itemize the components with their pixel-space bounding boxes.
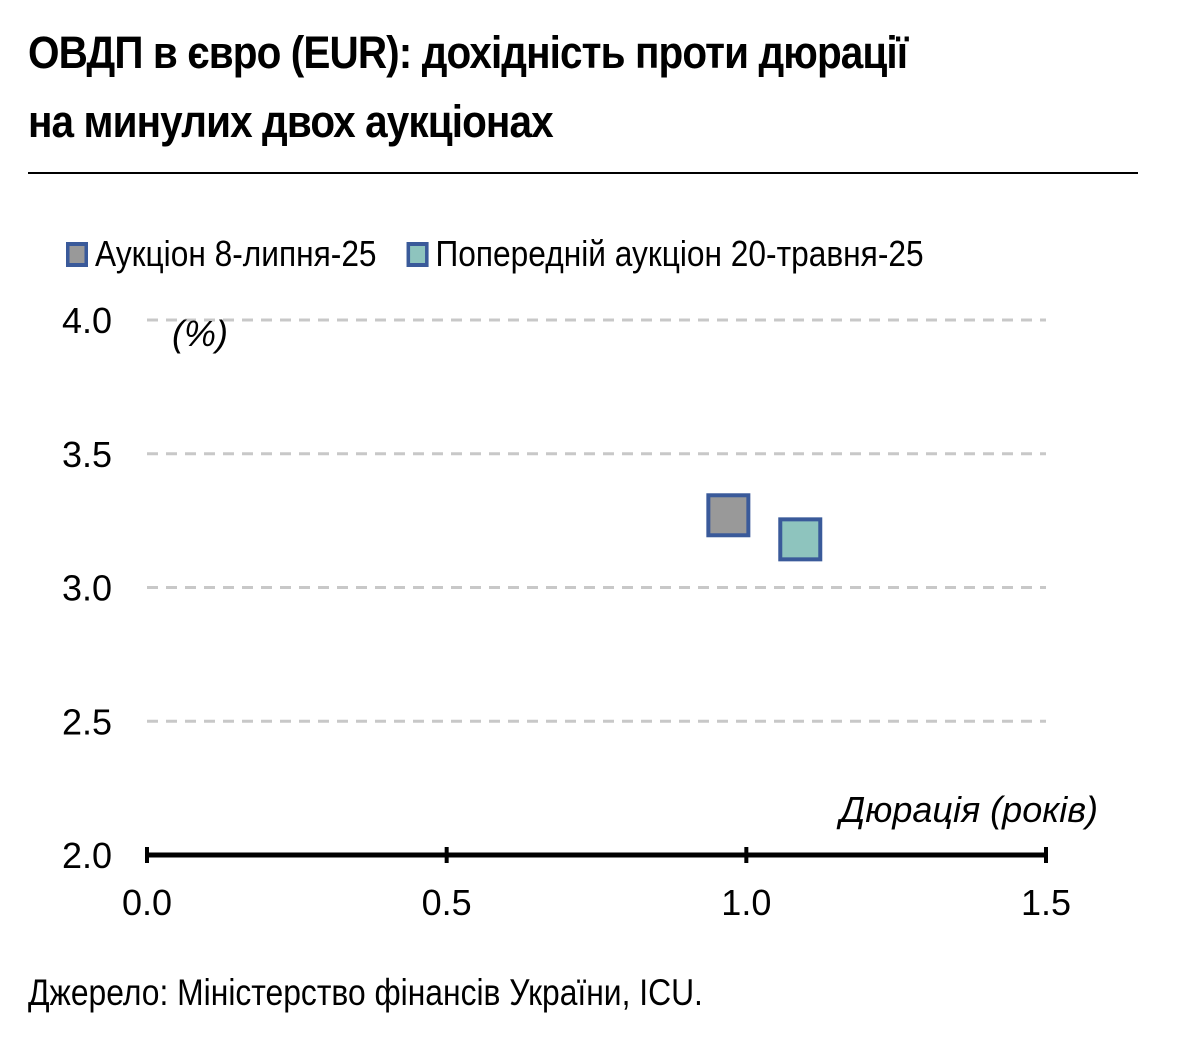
y-tick-label-4: 4.0 bbox=[62, 300, 112, 341]
source-note: Джерело: Міністерство фінансів України, … bbox=[28, 972, 703, 1013]
x-axis bbox=[145, 847, 1048, 863]
x-axis-tick-labels: 0.0 0.5 1.0 1.5 bbox=[122, 882, 1071, 923]
y-tick-label-0: 2.0 bbox=[62, 835, 112, 876]
data-point-series-1-0 bbox=[706, 493, 751, 538]
legend-item-series-2: Попередній аукціон 20-травня-25 bbox=[406, 233, 924, 275]
x-tick-label-1: 0.5 bbox=[422, 882, 472, 923]
grid-lines bbox=[147, 318, 1046, 723]
title-divider bbox=[28, 172, 1138, 174]
y-tick-label-2: 3.0 bbox=[62, 568, 112, 609]
y-tick-label-3: 3.5 bbox=[62, 434, 112, 475]
data-point-series-2-0 bbox=[778, 517, 823, 562]
chart-title-line-2: на минулих двох аукціонах bbox=[28, 96, 554, 147]
legend-swatch-series-1 bbox=[66, 241, 88, 267]
chart-title: ОВДП в євро (EUR): дохідність проти дюра… bbox=[28, 18, 1036, 156]
x-tick-label-2: 1.0 bbox=[721, 882, 771, 923]
legend-item-series-1: Аукціон 8-липня-25 bbox=[66, 233, 377, 275]
x-tick-label-3: 1.5 bbox=[1021, 882, 1071, 923]
chart-title-line-1: ОВДП в євро (EUR): дохідність проти дюра… bbox=[28, 27, 908, 78]
y-axis-tick-labels: 2.0 2.5 3.0 3.5 4.0 bbox=[62, 300, 112, 876]
data-points bbox=[706, 493, 823, 562]
y-tick-label-1: 2.5 bbox=[62, 701, 112, 742]
chart-legend: Аукціон 8-липня-25 Попередній аукціон 20… bbox=[66, 232, 954, 276]
x-tick-label-0: 0.0 bbox=[122, 882, 172, 923]
legend-label-series-2: Попередній аукціон 20-травня-25 bbox=[435, 233, 924, 274]
legend-swatch-series-2 bbox=[406, 241, 429, 267]
legend-label-series-1: Аукціон 8-липня-25 bbox=[95, 233, 377, 274]
x-axis-title: Дюрація (років) bbox=[836, 789, 1098, 830]
y-axis-title: (%) bbox=[172, 313, 228, 354]
